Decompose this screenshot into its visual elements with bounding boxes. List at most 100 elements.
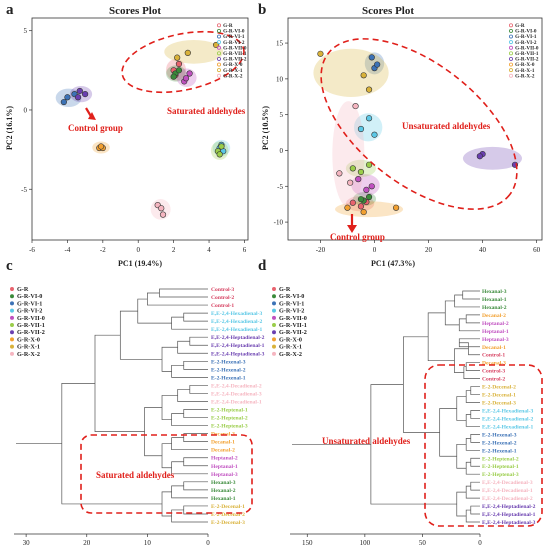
legend-label: G-R-VII-2 [17, 329, 45, 336]
leaf-label: Hexanal-2 [482, 305, 507, 311]
legend-swatch [509, 62, 513, 67]
dendrogram-branch [439, 408, 457, 457]
dendrogram-branch [61, 383, 163, 505]
annotation-unsaturated-aldehydes-b: Unsaturated aldehydes [402, 121, 491, 131]
dendrogram-branch [463, 366, 480, 379]
legend-label: G-R-VII-2 [279, 329, 307, 336]
y-axis-ticks-a: -5 0 5 [21, 27, 32, 194]
leaf-label: E,E-2,4-Hexadienal-1 [482, 424, 533, 430]
x-tick-label: 100 [360, 539, 371, 547]
data-point [74, 94, 82, 101]
x-tick-label: -20 [316, 246, 326, 254]
dendrogram-branch [465, 314, 480, 324]
x-tick-label: 0 [478, 539, 482, 547]
x-tick-label: 4 [207, 246, 211, 254]
legend-label: G-R [17, 286, 29, 293]
dendrogram-branch [189, 385, 208, 394]
x-tick-label: 30 [23, 539, 31, 547]
data-point [218, 143, 225, 150]
x-axis-label-a: PC1 (19.4%) [118, 259, 162, 268]
panel-b-points [317, 50, 519, 216]
leaf-label: E,E-2,4-Heptadienal-3 [211, 351, 265, 357]
legend-swatch [10, 315, 14, 320]
leaf-label: E,E-2,4-Heptadienal-2 [482, 504, 536, 510]
leaf-label: E-2-Heptenal-2 [482, 456, 519, 462]
leaf-label: E,E-2,4-Hexadienal-2 [211, 319, 262, 325]
legend-swatch [272, 315, 276, 320]
legend-swatch [10, 337, 14, 342]
data-point [344, 204, 351, 211]
legend-swatch [10, 308, 14, 313]
legend-label: G-R-VI-1 [223, 34, 245, 40]
dendrogram-branch [137, 298, 172, 324]
legend-label: G-R-VII-1 [279, 322, 307, 329]
data-point [352, 102, 359, 110]
legend-swatch [217, 68, 221, 73]
legend-label: G-R-VI-1 [515, 34, 537, 40]
leaf-label: Decanal-1 [211, 440, 235, 446]
dendrogram-branch [470, 457, 480, 467]
y-tick-label: -5 [277, 183, 283, 191]
leaf-label: E-2-Decenal-1 [482, 393, 516, 399]
legend-swatch [509, 40, 513, 45]
leaf-label: E-2-Heptenal-3 [482, 472, 519, 478]
dendrogram-branch [470, 481, 480, 491]
dendrogram-branch [470, 386, 480, 395]
arrow-head-control-a [88, 112, 96, 120]
data-point [174, 54, 181, 61]
data-point [392, 204, 400, 211]
legend-swatch [509, 34, 513, 39]
data-point [476, 153, 483, 160]
panel-letter-c: c [6, 258, 13, 274]
leaf-label: E-2-Heptenal-3 [211, 424, 248, 430]
data-point [82, 91, 89, 98]
leaf-label: Decanal-1 [482, 345, 506, 351]
legend-label: G-R-VI-0 [279, 293, 304, 300]
legend-label: G-R-VII-1 [223, 51, 247, 57]
data-point [317, 50, 324, 57]
dendrogram-branch [144, 407, 163, 457]
data-point [368, 183, 375, 190]
data-point [182, 75, 190, 82]
chart-title-b: Scores Plot [362, 5, 414, 17]
x-tick-label: 60 [533, 246, 541, 254]
legend-swatch [509, 51, 513, 56]
chart-title-a: Scores Plot [109, 5, 161, 17]
data-point [175, 67, 183, 74]
dendrogram-branch [171, 509, 208, 523]
legend-label: G-R [223, 23, 233, 29]
data-point [357, 203, 365, 210]
leaf-label: Control-1 [211, 303, 234, 309]
dendrogram-branch [454, 294, 480, 308]
panel-a-points [60, 41, 227, 218]
leaf-label: E-2-Decenal-3 [482, 401, 516, 407]
legend-swatch [509, 68, 513, 73]
leaf-label: E,E-2,4-Decadienal-3 [482, 480, 533, 486]
data-point [60, 98, 67, 106]
data-point [360, 208, 367, 216]
data-point [355, 176, 362, 183]
data-point [360, 72, 367, 79]
dendrogram-branch [171, 364, 208, 378]
legend-swatch [10, 323, 14, 327]
legend-d: G-RG-R-VI-0G-R-VI-1G-R-VI-2G-R-VII-0G-R-… [272, 286, 307, 358]
y-axis-label-a: PC2 (16.1%) [5, 106, 14, 150]
legend-swatch [10, 294, 14, 299]
data-point [349, 165, 356, 172]
legend-swatch [217, 40, 221, 45]
x-axis-label-b: PC1 (47.3%) [371, 259, 415, 268]
legend-label: G-R-X-2 [279, 351, 302, 358]
leaf-label: Heptanal-3 [211, 472, 238, 478]
x-tick-label: 2 [172, 246, 176, 254]
leaf-label: E-2-Hexenal-1 [482, 448, 517, 454]
data-point [363, 186, 370, 193]
legend-swatch [10, 287, 14, 291]
confidence-ellipse [332, 101, 365, 208]
legend-label: G-R-X-0 [279, 336, 302, 343]
x-tick-label: 40 [479, 246, 487, 254]
legend-swatch [10, 344, 14, 349]
dendrogram-branch [161, 395, 178, 420]
dendrogram-branch [147, 292, 208, 306]
leaf-label: Control-1 [482, 353, 505, 359]
legend-label: G-R-X-2 [223, 73, 243, 79]
